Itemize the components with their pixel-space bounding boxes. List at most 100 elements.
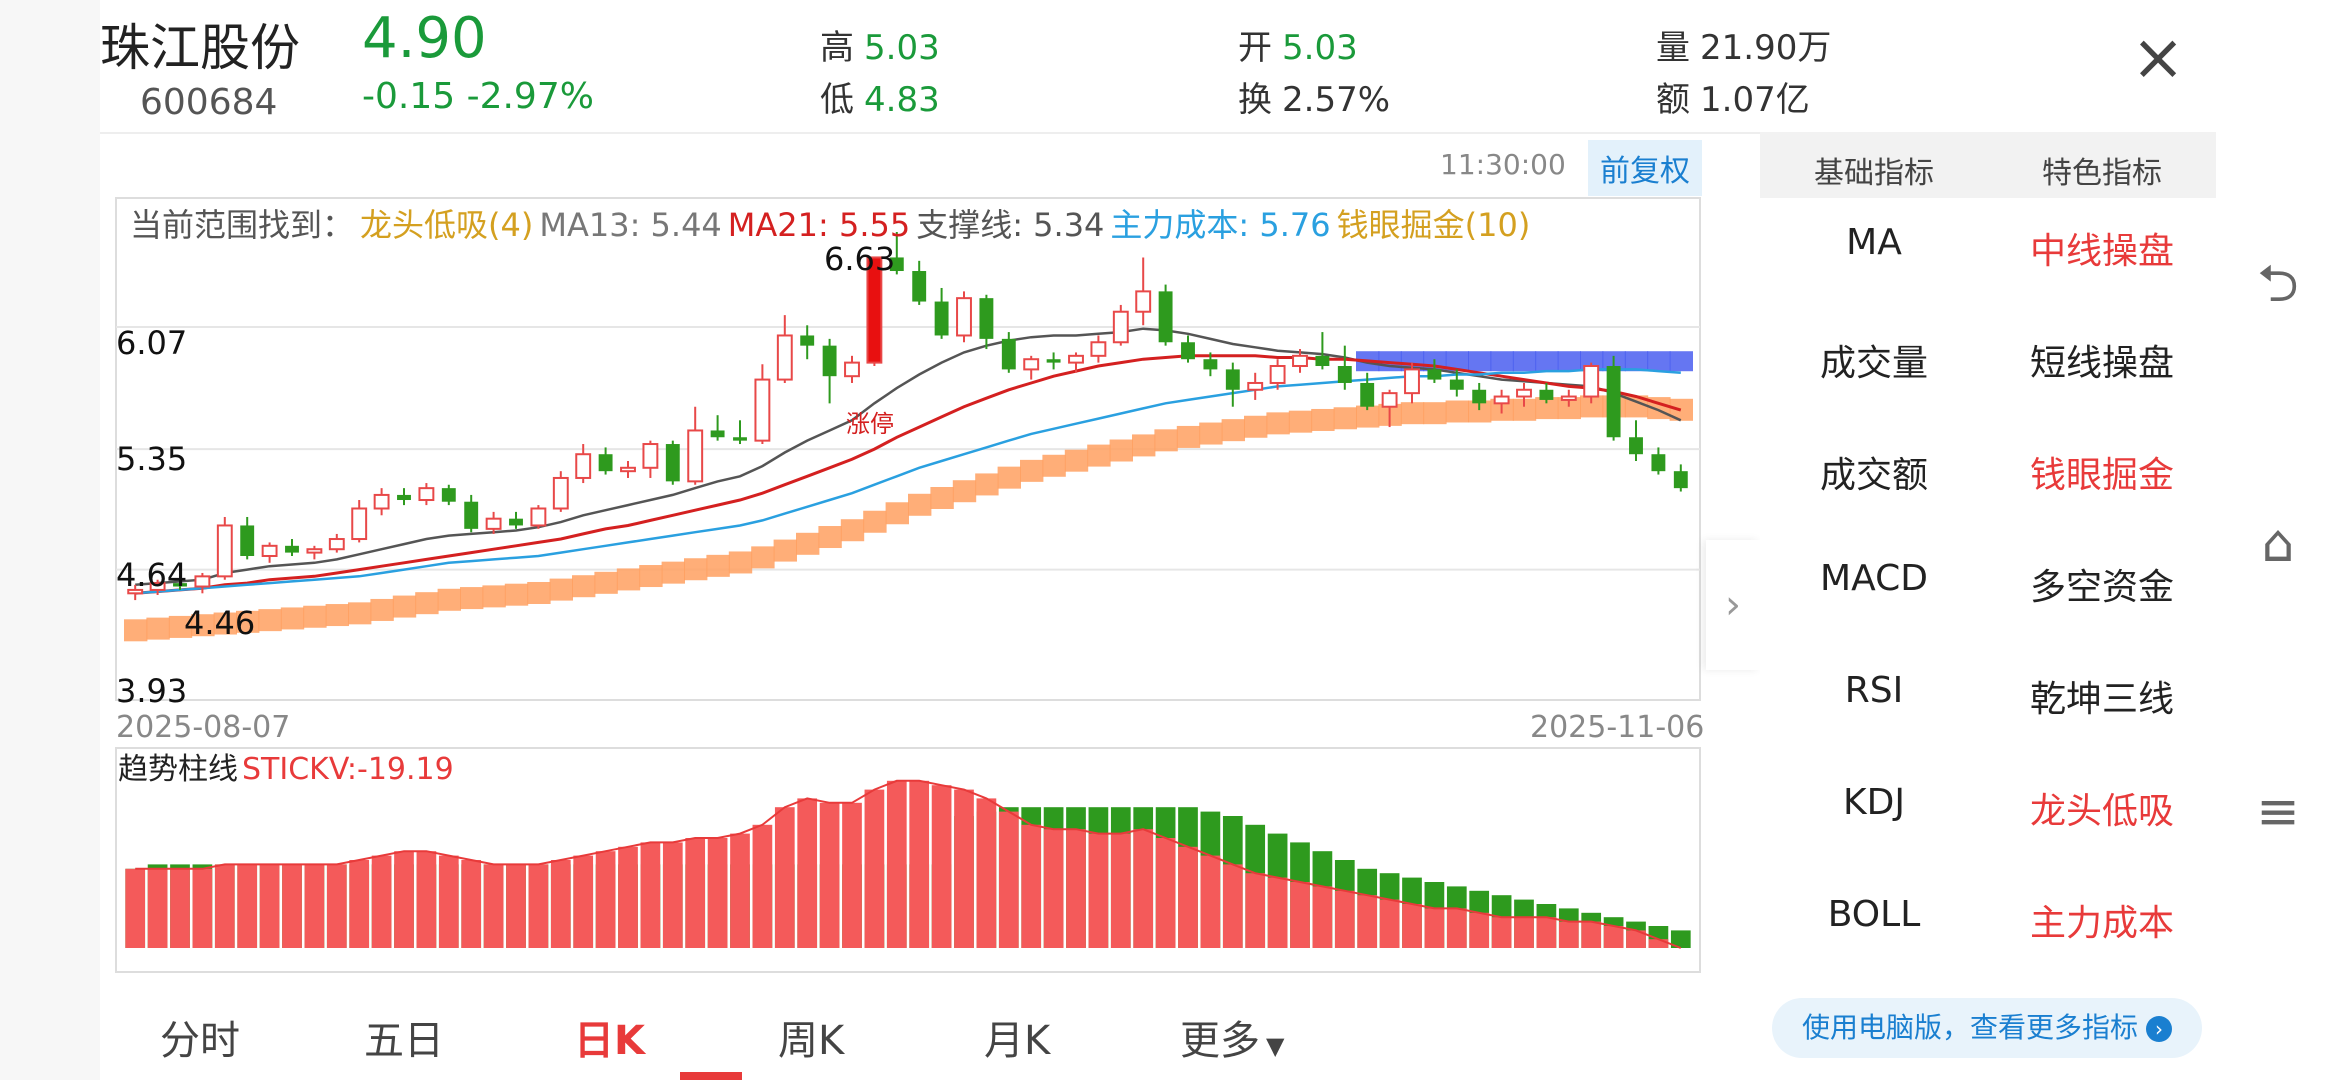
system-nav-bar: ⮌ ⌂ ≡ xyxy=(2216,0,2340,1080)
collapse-panel-button[interactable]: › xyxy=(1706,540,1760,670)
sub-bar-red xyxy=(931,785,952,948)
indicator-成交额[interactable]: 成交额 xyxy=(1819,455,1928,496)
home-icon[interactable]: ⌂ xyxy=(2261,514,2295,574)
menu-icon[interactable]: ≡ xyxy=(2256,782,2300,842)
sub-bar-red xyxy=(1088,833,1109,948)
tab-special-indicators[interactable]: 特色指标 xyxy=(2042,156,2162,191)
back-icon[interactable]: ⮌ xyxy=(2257,254,2299,314)
sub-bar-red xyxy=(707,838,728,948)
support-band-segment xyxy=(280,607,305,630)
close-icon[interactable]: × xyxy=(2131,21,2185,95)
candle-body xyxy=(441,488,456,502)
special-indicator-1[interactable]: 中线操盘 xyxy=(2029,231,2174,272)
special-indicator-6[interactable]: 龙头低吸 xyxy=(2029,791,2174,832)
candle-body xyxy=(710,430,725,438)
support-band-segment xyxy=(1333,407,1357,430)
sub-bar-red xyxy=(461,860,482,948)
candle-body xyxy=(979,298,994,339)
date-start: 2025-08-07 xyxy=(116,710,291,745)
indicator-ma[interactable]: MA xyxy=(1846,222,1902,263)
volume-stat: 量 21.90万 xyxy=(1656,20,1831,69)
chart-time: 11:30:00 xyxy=(1440,148,1566,181)
support-band-segment xyxy=(1266,412,1290,435)
indicator-rsi[interactable]: RSI xyxy=(1844,670,1904,711)
special-indicator-4[interactable]: 多空资金 xyxy=(2029,567,2174,608)
indicator-boll[interactable]: BOLL xyxy=(1827,894,1921,935)
legend-ma21: MA21: 5.55 xyxy=(727,206,911,244)
sub-bar-red xyxy=(125,868,146,948)
amount-value: 1.07亿 xyxy=(1700,80,1810,120)
volume-value: 21.90万 xyxy=(1700,28,1832,68)
sub-bar-red xyxy=(1648,939,1669,948)
indicator-成交量[interactable]: 成交量 xyxy=(1819,343,1928,384)
period-tabs: 分时 五日 日K 周K 月K 更多 ▼ xyxy=(100,996,1700,1080)
sub-bar-red xyxy=(864,789,885,948)
indicator-kdj[interactable]: KDJ xyxy=(1843,782,1905,823)
support-band-segment xyxy=(482,585,506,608)
support-band-segment xyxy=(773,539,797,562)
tab-zhouk[interactable]: 周K xyxy=(778,1018,845,1064)
sub-bar-red xyxy=(1222,864,1243,948)
tab-fenshi[interactable]: 分时 xyxy=(160,1018,240,1064)
sub-bar-green xyxy=(1670,930,1691,948)
sub-chart-legend: 趋势柱线 STICKV:-19.19 xyxy=(118,744,454,788)
tab-rik[interactable]: 日K xyxy=(574,1018,645,1064)
indicator-macd[interactable]: MACD xyxy=(1820,558,1928,599)
support-band-segment xyxy=(1423,402,1447,425)
desktop-version-link[interactable]: 使用电脑版，查看更多指标 › xyxy=(1772,998,2202,1058)
sub-bar-red xyxy=(483,864,504,948)
sub-bar-red xyxy=(170,868,190,948)
legend-main-cost: 主力成本: 5.76 xyxy=(1110,206,1331,244)
sub-bar-red xyxy=(730,833,750,948)
sub-bar-red xyxy=(595,851,616,948)
sub-bar-red xyxy=(1066,829,1086,948)
sub-bar-red xyxy=(1133,829,1154,948)
y-tick-1: 6.07 xyxy=(116,324,188,362)
arrow-right-icon: › xyxy=(2146,1016,2172,1042)
special-indicator-3[interactable]: 钱眼掘金 xyxy=(2029,455,2174,496)
sub-bar-red xyxy=(1626,930,1646,948)
tab-wuri[interactable]: 五日 xyxy=(364,1018,444,1064)
sub-bar-red xyxy=(1424,908,1445,948)
sub-bar-red xyxy=(640,842,661,948)
support-band-segment xyxy=(504,583,529,606)
candle-body xyxy=(1181,342,1195,360)
candle-body xyxy=(1269,365,1286,384)
sub-bar-red xyxy=(371,855,392,948)
main-cost-band-segment xyxy=(1557,351,1581,372)
support-band-segment xyxy=(1064,449,1089,472)
candle-body xyxy=(552,476,569,510)
stock-change: -0.15 -2.97% xyxy=(362,76,594,117)
candle-body xyxy=(285,545,299,553)
candle-body xyxy=(373,493,390,510)
tab-yuek[interactable]: 月K xyxy=(984,1018,1051,1064)
sub-chart-frame xyxy=(115,747,1701,973)
candle-body xyxy=(1381,392,1398,408)
special-indicator-2[interactable]: 短线操盘 xyxy=(2029,343,2174,384)
sub-bar-red xyxy=(1603,926,1624,948)
candle-body xyxy=(240,525,255,556)
stock-name: 珠江股份 xyxy=(100,19,300,77)
candle-body xyxy=(306,548,323,554)
sub-value: STICKV:-19.19 xyxy=(242,752,454,787)
candle-body xyxy=(173,583,187,587)
candle-body xyxy=(1337,366,1352,383)
main-cost-band-segment xyxy=(1647,351,1671,372)
support-band-segment xyxy=(325,604,349,627)
candle-body xyxy=(530,507,547,527)
tab-basic-indicators[interactable]: 基础指标 xyxy=(1814,156,1934,191)
candle-body xyxy=(397,494,411,501)
sub-bar-red xyxy=(1514,917,1534,948)
support-band-segment xyxy=(1669,398,1693,421)
candle-body xyxy=(866,256,883,364)
tab-more[interactable]: 更多 ▼ xyxy=(1180,1008,1284,1066)
support-band-segment xyxy=(908,493,932,516)
support-band-segment xyxy=(1244,415,1268,438)
special-indicator-5[interactable]: 乾坤三线 xyxy=(2029,679,2174,720)
sub-bar-red xyxy=(147,868,168,948)
candle-body xyxy=(1651,454,1666,472)
special-indicator-7[interactable]: 主力成本 xyxy=(2029,903,2174,944)
support-band-segment xyxy=(1109,439,1133,462)
adjust-button[interactable]: 前复权 xyxy=(1588,140,1702,196)
